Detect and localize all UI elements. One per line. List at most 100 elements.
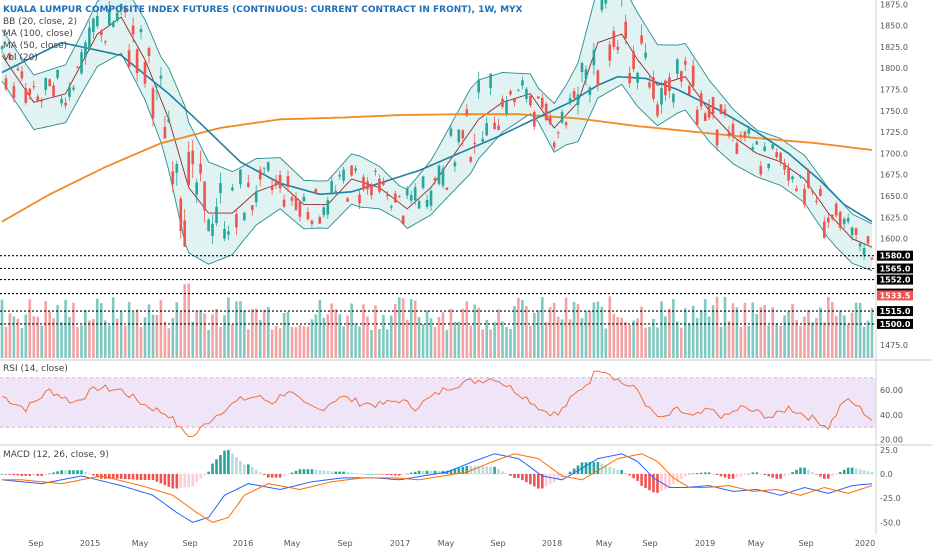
volume-bar [505,326,508,358]
candle-body [541,98,544,108]
candle-body [374,170,377,172]
candle-body [262,167,266,169]
candle-body [636,72,639,83]
macd-histogram-bar [838,472,842,474]
macd-histogram-bar [433,470,437,474]
candle-body [64,102,67,106]
candle-body [239,169,242,185]
candle-body [254,191,258,203]
volume-bar [815,317,818,358]
volume-bar [695,317,699,358]
price-level-label: 1552.0 [880,276,911,285]
candle-body [163,127,167,139]
volume-bar [485,320,488,358]
candle-body [755,141,759,145]
volume-bar [378,329,381,358]
candle-body [76,66,79,68]
candle-body [60,98,63,104]
candle-body [338,175,341,177]
volume-bar [239,301,242,358]
candle-body [552,142,556,148]
volume-bar [715,296,719,358]
macd-histogram-bar [413,471,417,475]
macd-histogram-bar [505,473,508,475]
time-tick-label: Sep [182,539,197,548]
candle-body [290,197,294,201]
volume-bar [401,298,405,358]
price-tick-label: 1800.0 [880,64,908,73]
candle-body [870,258,874,260]
candle-body [823,221,826,239]
volume-bar [171,318,175,358]
price-level-tag: 1580.0 [877,250,913,261]
time-tick-label: May [748,539,765,548]
price-level-tag: 1552.0 [877,274,913,285]
candle-body [791,176,794,180]
candle-body [453,162,457,167]
candle-body [759,165,763,175]
macd-histogram-bar [525,474,528,483]
candle-body [441,168,445,186]
candle-body [330,181,333,194]
candle-body [159,75,163,79]
volume-bar [854,302,858,358]
volume-bar [588,310,592,358]
volume-bar [76,327,79,358]
macd-histogram-bar [544,474,548,487]
macd-histogram-bar [286,474,290,475]
macd-histogram-bar [350,472,353,474]
candle-body [215,206,218,224]
time-tick-label: 2016 [233,539,253,548]
macd-histogram-bar [251,467,254,474]
macd-histogram-bar [390,474,393,476]
macd-histogram-bar [795,469,798,474]
rsi-tick-label: 60.00 [880,386,903,395]
volume-bar [541,297,544,358]
price-level-tag: 1565.0 [877,263,913,274]
candle-body [493,122,496,130]
volume-bar [636,318,639,358]
macd-histogram-bar [76,470,79,475]
volume-bar [64,299,67,358]
macd-histogram-bar [699,472,703,474]
volume-bar [560,319,564,358]
candle-body [747,128,751,134]
volume-bar [96,298,99,358]
candle-body [243,212,246,221]
candle-body [719,104,723,114]
candle-body [12,86,16,98]
candle-body [866,236,870,244]
candle-body [521,80,524,86]
candle-body [461,130,465,139]
price-level-tag: 1515.0 [877,306,913,317]
volume-bar [850,312,854,358]
macd-histogram-bar [652,474,655,493]
candle-body [195,182,198,195]
macd-histogram-bar [334,471,337,474]
candle-body [135,49,139,73]
candle-body [386,194,389,196]
candle-body [668,77,671,91]
candle-body [68,86,71,97]
volume-bar [60,322,63,358]
macd-histogram-bar [278,474,282,478]
candle-body [274,179,278,185]
candle-body [743,131,747,138]
volume-bar [513,306,516,358]
macd-histogram-bar [600,463,604,475]
volume-bar [783,315,786,358]
candle-body [799,176,802,177]
macd-histogram-bar [596,462,600,475]
candle-body [437,165,441,184]
volume-bar [394,304,397,358]
macd-histogram-bar [529,474,532,485]
candle-body [572,91,576,98]
macd-histogram-bar [68,470,71,475]
macd-histogram-bar [60,470,63,475]
volume-bar [644,327,647,358]
volume-bar [759,307,763,358]
volume-bar [183,284,186,358]
candle-body [517,90,520,92]
candle-body [151,88,155,119]
candle-body [111,22,115,27]
